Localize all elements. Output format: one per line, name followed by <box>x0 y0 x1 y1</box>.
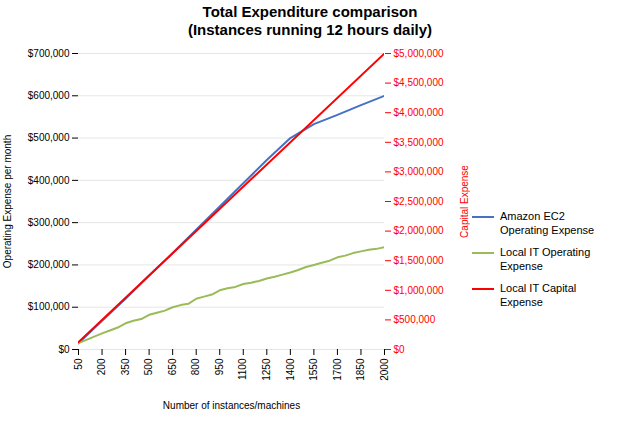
svg-text:$1,500,000: $1,500,000 <box>394 255 444 266</box>
svg-text:$400,000: $400,000 <box>28 175 70 186</box>
svg-text:350: 350 <box>120 358 131 375</box>
svg-text:650: 650 <box>167 358 178 375</box>
svg-text:Number of instances/machines: Number of instances/machines <box>163 400 300 411</box>
svg-text:$1,000,000: $1,000,000 <box>394 285 444 296</box>
svg-text:950: 950 <box>214 358 225 375</box>
html-text:Amazon EC2 Operating Expense: Amazon EC2 Operating Expense <box>500 210 595 236</box>
svg-text:$300,000: $300,000 <box>28 217 70 228</box>
svg-text:$200,000: $200,000 <box>28 259 70 270</box>
svg-text:$700,000: $700,000 <box>28 48 70 59</box>
svg-text:50: 50 <box>73 358 84 370</box>
svg-text:$0: $0 <box>394 344 406 355</box>
svg-text:2000: 2000 <box>379 358 390 381</box>
svg-text:200: 200 <box>96 358 107 375</box>
svg-text:$5,000,000: $5,000,000 <box>394 48 444 59</box>
svg-text:$600,000: $600,000 <box>28 90 70 101</box>
svg-text:Capital Expense: Capital Expense <box>459 165 470 238</box>
svg-text:1100: 1100 <box>237 358 248 380</box>
svg-text:$3,500,000: $3,500,000 <box>394 137 444 148</box>
svg-text:1700: 1700 <box>332 358 343 381</box>
svg-text:Operating Expense per month: Operating Expense per month <box>2 135 13 268</box>
svg-text:800: 800 <box>190 358 201 375</box>
svg-text:1550: 1550 <box>308 358 319 381</box>
html-text:(Instances running 12 hours da: (Instances running 12 hours daily) <box>187 21 433 38</box>
html-text:Local IT Capital Expense: Local IT Capital Expense <box>500 282 577 308</box>
svg-text:$500,000: $500,000 <box>394 314 436 325</box>
svg-text:$0: $0 <box>58 344 70 355</box>
svg-text:1400: 1400 <box>285 358 296 381</box>
svg-text:$2,000,000: $2,000,000 <box>394 225 444 236</box>
svg-text:$3,000,000: $3,000,000 <box>394 166 444 177</box>
svg-text:1850: 1850 <box>355 358 366 381</box>
html-text:Total Expenditure comparison: Total Expenditure comparison <box>202 3 418 20</box>
svg-text:500: 500 <box>143 358 154 375</box>
svg-text:$500,000: $500,000 <box>28 132 70 143</box>
svg-text:$4,000,000: $4,000,000 <box>394 107 444 118</box>
svg-text:$2,500,000: $2,500,000 <box>394 196 444 207</box>
svg-text:$4,500,000: $4,500,000 <box>394 77 444 88</box>
html-text:Local IT Operating Expense: Local IT Operating Expense <box>500 246 591 272</box>
svg-text:$100,000: $100,000 <box>28 301 70 312</box>
svg-text:1250: 1250 <box>261 358 272 381</box>
